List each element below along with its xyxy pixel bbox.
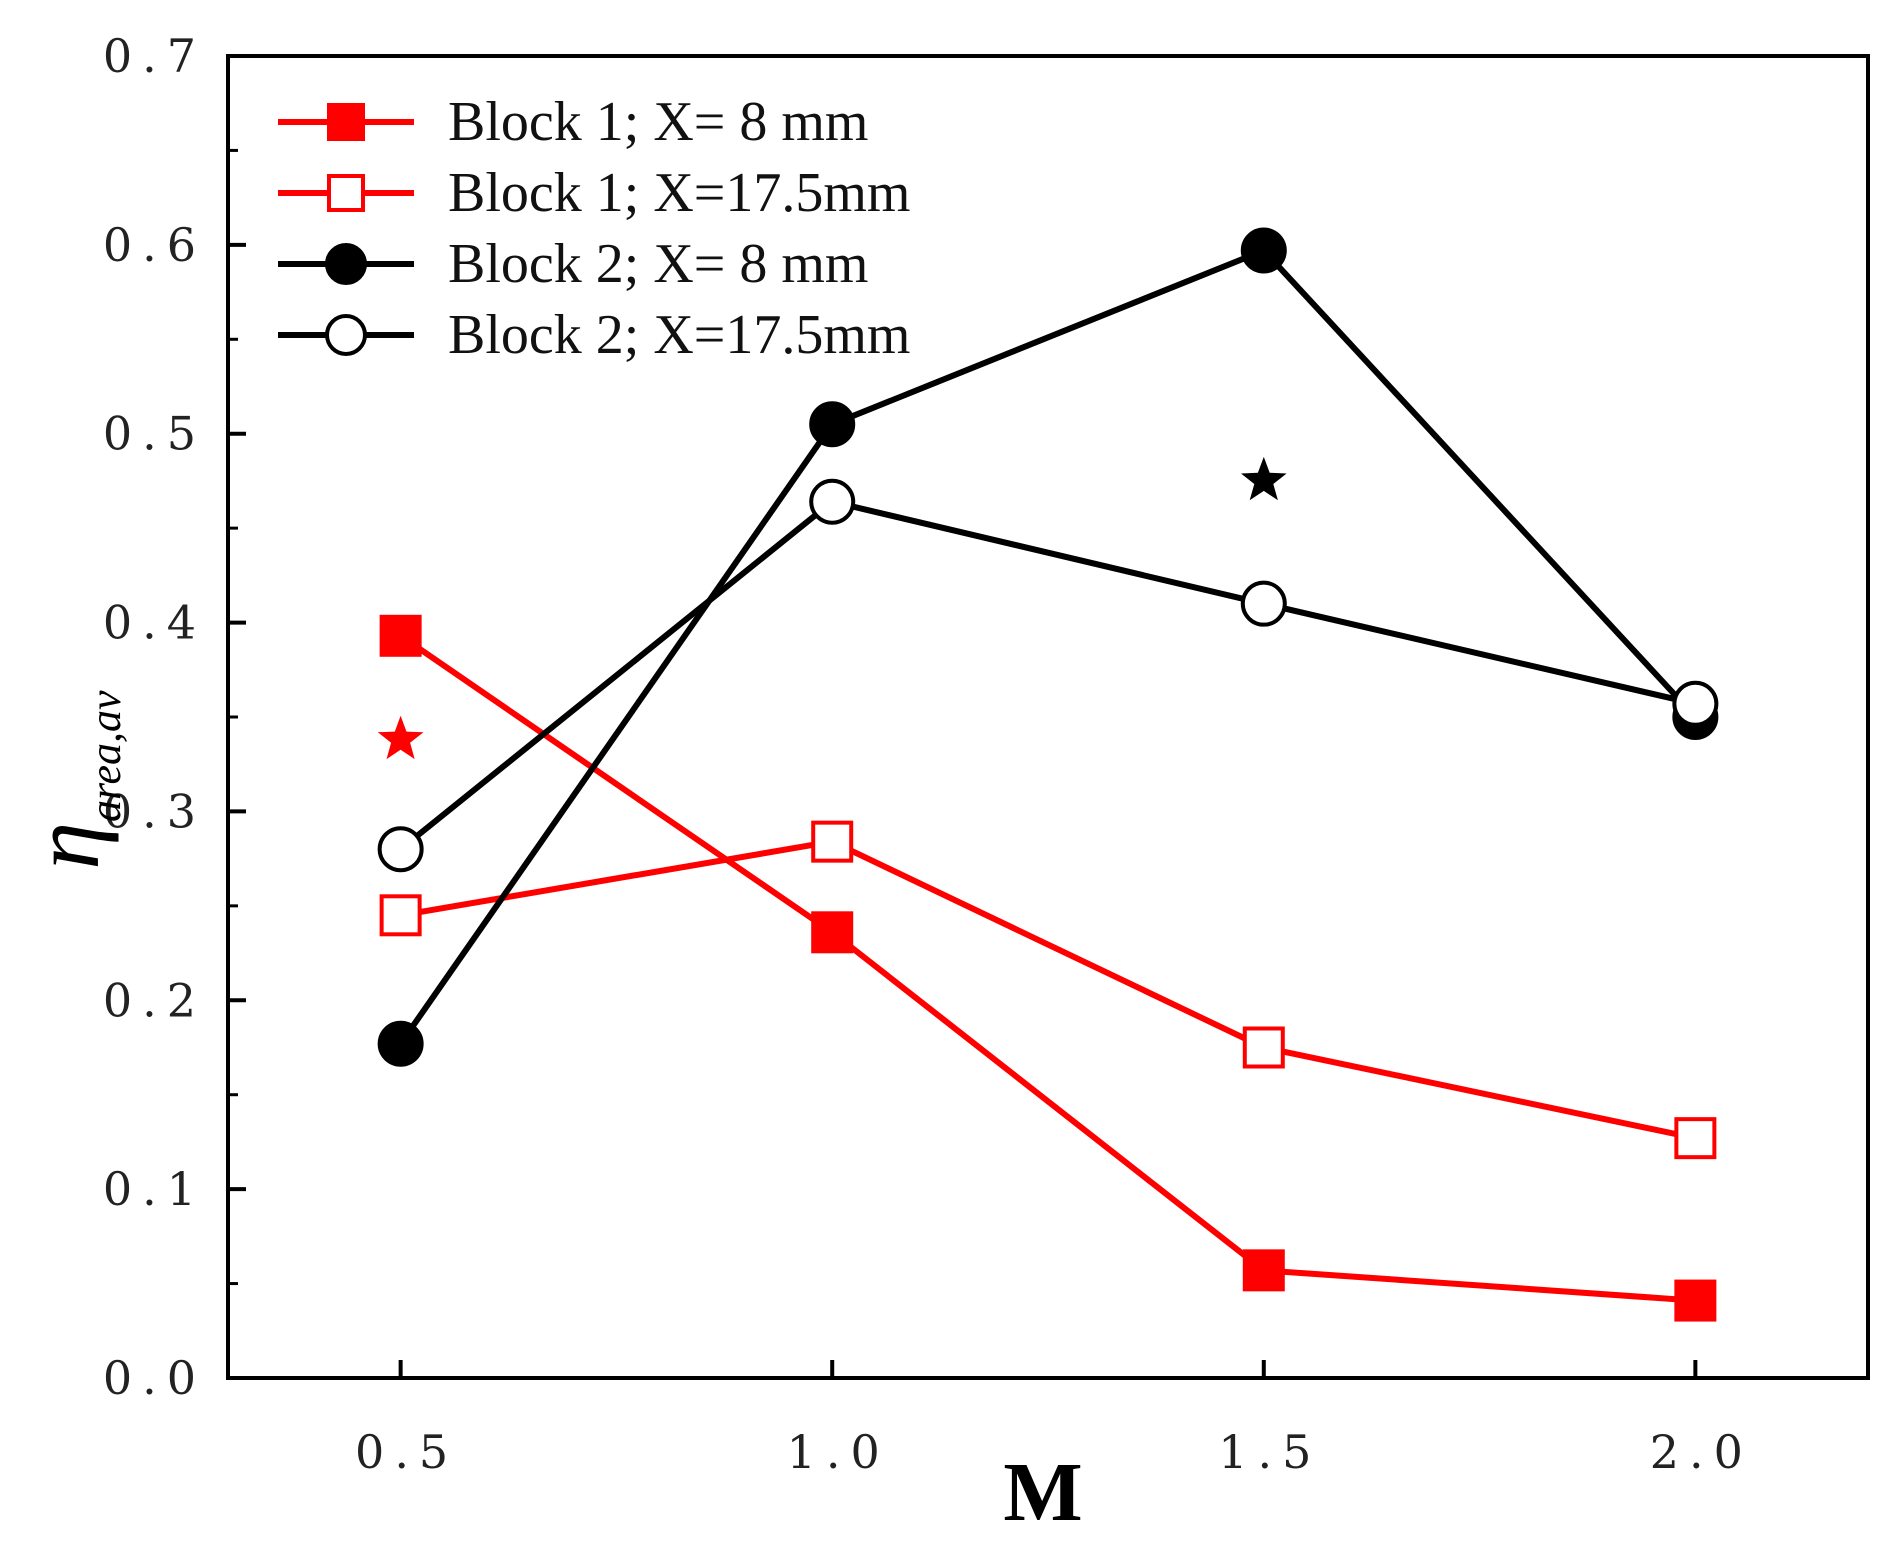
legend-label: Block 1; X=17.5mm bbox=[448, 162, 910, 224]
data-point bbox=[1242, 1249, 1285, 1292]
legend-marker bbox=[325, 314, 367, 356]
legend-marker bbox=[327, 103, 365, 141]
series-1 bbox=[379, 614, 1717, 1322]
y-tick-label: 0.2 bbox=[103, 973, 206, 1027]
star-annotation bbox=[1241, 456, 1287, 501]
data-point bbox=[377, 1020, 424, 1067]
legend-item: Block 2; X= 8 mm bbox=[278, 233, 868, 295]
plot-area: 0.0 0.1 0.2 0.3 0.4 0.5 0.6 0.7 0.5 1.0 1.5 2.0 Bloc… bbox=[103, 29, 1870, 1479]
data-point bbox=[809, 401, 856, 448]
series-line bbox=[400, 838, 1697, 1142]
legend-marker bbox=[325, 243, 367, 285]
legend: Block 1; X= 8 mm Block 1; X=17.5mm Block 2… bbox=[278, 91, 910, 366]
data-point bbox=[1240, 580, 1287, 627]
y-tick-label: 0.4 bbox=[103, 596, 206, 650]
data-point bbox=[809, 478, 856, 525]
series-2 bbox=[379, 820, 1717, 1160]
y-tick-label: 0.7 bbox=[103, 29, 206, 83]
series-4 bbox=[377, 478, 1719, 873]
y-axis-title-subscript: area,av bbox=[81, 690, 130, 822]
star-annotation bbox=[377, 715, 424, 760]
y-axis-title: ηarea,av bbox=[12, 690, 130, 870]
x-tick-label: 1.0 bbox=[787, 1425, 890, 1479]
y-axis-title-symbol: η bbox=[12, 822, 119, 870]
series-line bbox=[398, 498, 1697, 852]
x-axis-title: M bbox=[1003, 1446, 1082, 1539]
x-tick-label: 1.5 bbox=[1218, 1425, 1321, 1479]
y-tick-label: 0.1 bbox=[103, 1162, 206, 1216]
data-point bbox=[379, 614, 422, 657]
legend-label: Block 2; X= 8 mm bbox=[448, 233, 868, 295]
data-point bbox=[811, 820, 854, 863]
data-point bbox=[379, 894, 422, 937]
legend-label: Block 1; X= 8 mm bbox=[448, 91, 868, 153]
x-tick-label: 0.5 bbox=[355, 1425, 458, 1479]
svg-text:ηarea,av: ηarea,av bbox=[12, 690, 130, 870]
x-tick-label: 2.0 bbox=[1650, 1425, 1753, 1479]
data-point bbox=[377, 826, 424, 873]
legend-item: Block 2; X=17.5mm bbox=[278, 304, 910, 366]
series-line bbox=[398, 633, 1696, 1304]
data-point bbox=[1242, 1026, 1285, 1069]
legend-label: Block 2; X=17.5mm bbox=[448, 304, 910, 366]
y-tick-label: 0.3 bbox=[103, 784, 206, 838]
legend-item: Block 1; X= 8 mm bbox=[278, 91, 868, 153]
data-point bbox=[1674, 1279, 1717, 1322]
series-line bbox=[398, 247, 1698, 1046]
data-point bbox=[1674, 1117, 1717, 1160]
legend-marker bbox=[327, 174, 365, 212]
data-point bbox=[1672, 680, 1719, 727]
data-point bbox=[811, 911, 854, 954]
y-tick-label: 0.5 bbox=[103, 407, 206, 461]
data-point bbox=[1240, 227, 1287, 274]
legend-item: Block 1; X=17.5mm bbox=[278, 162, 910, 224]
y-tick-label: 0.6 bbox=[103, 218, 206, 272]
y-tick-label: 0.0 bbox=[103, 1351, 206, 1405]
